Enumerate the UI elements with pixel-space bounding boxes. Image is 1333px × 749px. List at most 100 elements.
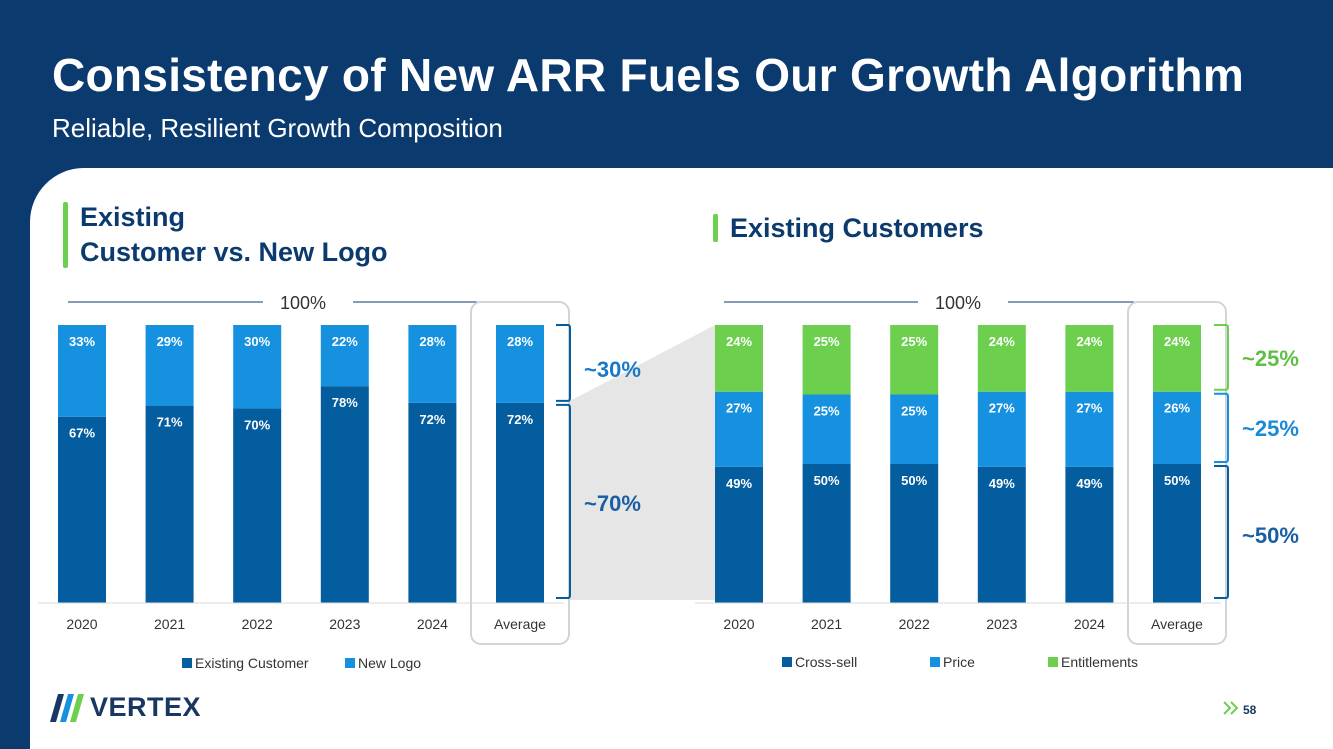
x-tick-label: 2024 bbox=[1074, 616, 1105, 632]
bar-value-label: 27% bbox=[726, 401, 752, 416]
bar-segment bbox=[715, 466, 763, 603]
page-number: 58 bbox=[1243, 703, 1257, 717]
bar-value-label: 25% bbox=[901, 404, 927, 419]
x-tick-label: 2022 bbox=[242, 616, 273, 632]
annotation-label: ~50% bbox=[1242, 523, 1299, 548]
bar-segment bbox=[320, 386, 369, 603]
legend-swatch bbox=[782, 657, 792, 667]
legend-swatch bbox=[345, 658, 355, 668]
bar-value-label: 27% bbox=[989, 401, 1015, 416]
page-subtitle: Reliable, Resilient Growth Composition bbox=[52, 113, 503, 143]
x-tick-label: 2022 bbox=[899, 616, 930, 632]
bar-segment bbox=[802, 464, 851, 603]
bar-segment bbox=[145, 405, 194, 603]
bar-segment bbox=[977, 466, 1026, 603]
bar-value-label: 49% bbox=[1076, 476, 1102, 491]
bar-value-label: 29% bbox=[157, 334, 183, 349]
bar-segment bbox=[145, 325, 194, 406]
bar-value-label: 67% bbox=[69, 426, 95, 441]
bar-value-label: 71% bbox=[157, 415, 183, 430]
bar-value-label: 24% bbox=[989, 334, 1015, 349]
bar-value-label: 49% bbox=[726, 476, 752, 491]
bar-value-label: 25% bbox=[814, 404, 840, 419]
x-tick-label: 2024 bbox=[417, 616, 448, 632]
bar-value-label: 28% bbox=[507, 334, 533, 349]
left-section-title-line2: Customer vs. New Logo bbox=[80, 237, 388, 267]
bar-segment bbox=[977, 391, 1026, 467]
x-tick-label: 2023 bbox=[986, 616, 1017, 632]
bracket-entitlements bbox=[1214, 324, 1229, 391]
bar-value-label: 25% bbox=[901, 334, 927, 349]
vertex-logo-text: VERTEX bbox=[90, 692, 202, 722]
bar-segment bbox=[233, 325, 282, 409]
legend-label: Existing Customer bbox=[195, 655, 309, 671]
bracket-cross-sell bbox=[1214, 465, 1229, 599]
bar-value-label: 50% bbox=[901, 473, 927, 488]
bar-segment bbox=[320, 325, 369, 387]
bar-segment bbox=[715, 325, 763, 392]
bar-value-label: 25% bbox=[814, 334, 840, 349]
bar-segment bbox=[802, 394, 851, 464]
bar-value-label: 24% bbox=[726, 334, 752, 349]
total-label: 100% bbox=[935, 293, 981, 313]
average-highlight-box bbox=[1127, 301, 1227, 645]
bar-value-label: 27% bbox=[1076, 401, 1102, 416]
bar-segment bbox=[890, 325, 939, 395]
bar-segment bbox=[408, 325, 457, 403]
bar-value-label: 50% bbox=[814, 473, 840, 488]
bar-value-label: 49% bbox=[989, 476, 1015, 491]
legend-swatch bbox=[930, 657, 940, 667]
bar-segment bbox=[977, 325, 1026, 392]
bar-value-label: 72% bbox=[419, 412, 445, 427]
left-section-title-line1: Existing bbox=[80, 202, 186, 232]
x-tick-label: 2020 bbox=[66, 616, 97, 632]
bar-value-label: 22% bbox=[332, 334, 358, 349]
bar-segment bbox=[890, 464, 939, 603]
right-section-title: Existing Customers bbox=[730, 213, 984, 243]
left-section-title: Existing Customer vs. New Logo bbox=[80, 200, 388, 270]
annotation-label: ~30% bbox=[584, 357, 641, 382]
right-section-accent bbox=[713, 214, 718, 242]
bar-value-label: 33% bbox=[69, 334, 95, 349]
x-tick-label: Average bbox=[1151, 616, 1203, 632]
header-band: Consistency of New ARR Fuels Our Growth … bbox=[0, 0, 1333, 190]
vertex-logo: VERTEX bbox=[48, 690, 208, 724]
bar-segment bbox=[890, 394, 939, 464]
legend-swatch bbox=[182, 658, 192, 668]
bar-segment bbox=[1153, 464, 1201, 603]
bar-value-label: 24% bbox=[1076, 334, 1102, 349]
x-tick-label: Average bbox=[494, 616, 546, 632]
total-label: 100% bbox=[280, 293, 326, 313]
x-tick-label: 2021 bbox=[811, 616, 842, 632]
page-title: Consistency of New ARR Fuels Our Growth … bbox=[52, 49, 1245, 101]
bar-segment bbox=[715, 391, 763, 467]
bar-value-label: 72% bbox=[507, 412, 533, 427]
zoom-connector bbox=[568, 325, 715, 600]
bar-segment bbox=[496, 402, 544, 603]
double-chevron-right-icon bbox=[1223, 701, 1239, 715]
legend-swatch bbox=[1048, 657, 1058, 667]
left-section-accent bbox=[63, 202, 68, 268]
bar-segment bbox=[1153, 391, 1201, 464]
annotation-label: ~25% bbox=[1242, 416, 1299, 441]
x-tick-label: 2020 bbox=[723, 616, 754, 632]
bar-value-label: 30% bbox=[244, 334, 270, 349]
bar-value-label: 78% bbox=[332, 395, 358, 410]
bar-segment bbox=[1065, 466, 1114, 603]
annotation-label: ~25% bbox=[1242, 346, 1299, 371]
bar-value-label: 26% bbox=[1164, 401, 1190, 416]
bracket-new-logo bbox=[556, 324, 571, 402]
x-tick-label: 2021 bbox=[154, 616, 185, 632]
bracket-price bbox=[1214, 392, 1229, 463]
bar-value-label: 24% bbox=[1164, 334, 1190, 349]
legend-label: Entitlements bbox=[1061, 654, 1138, 670]
vertex-logo-icon bbox=[50, 694, 84, 722]
bar-segment bbox=[496, 325, 544, 403]
bar-value-label: 28% bbox=[419, 334, 445, 349]
bar-segment bbox=[58, 325, 106, 417]
bracket-existing-customer bbox=[556, 403, 571, 599]
bar-segment bbox=[1153, 325, 1201, 392]
bar-segment bbox=[1065, 325, 1114, 392]
legend-label: New Logo bbox=[358, 655, 421, 671]
bar-segment bbox=[1065, 391, 1114, 467]
